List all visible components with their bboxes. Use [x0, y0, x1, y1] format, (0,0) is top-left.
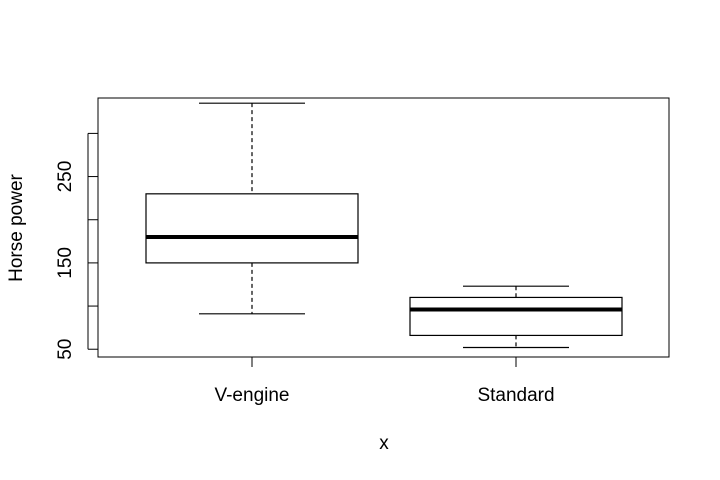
iqr-box	[409, 296, 623, 337]
box-v-engine	[145, 102, 359, 315]
y-tick-label: 250	[55, 161, 76, 193]
iqr-box	[145, 193, 359, 264]
y-tick-label: 150	[55, 247, 76, 279]
x-tick-label: Standard	[477, 385, 554, 406]
x-axis: V-engine Standard	[214, 357, 555, 406]
box-standard	[409, 285, 623, 349]
x-tick-label: V-engine	[214, 385, 289, 406]
plot-frame	[97, 97, 670, 358]
y-axis: 50 150 250	[55, 132, 98, 360]
plot-area	[145, 102, 623, 349]
y-tick-label: 50	[55, 339, 76, 360]
y-axis-title: Horse power	[6, 173, 27, 281]
x-axis-title: x	[379, 433, 389, 454]
